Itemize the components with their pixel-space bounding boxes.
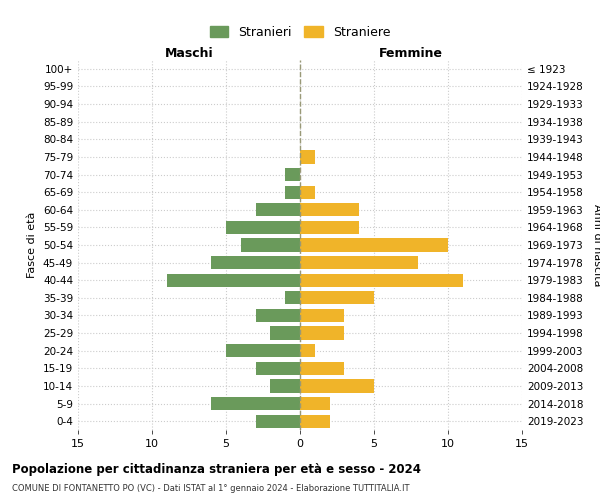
Legend: Stranieri, Straniere: Stranieri, Straniere [206, 22, 394, 42]
Text: Maschi: Maschi [164, 47, 214, 60]
Bar [211, 256, 300, 269]
Bar [300, 150, 315, 164]
Bar [300, 380, 374, 392]
Text: Femmine: Femmine [379, 47, 443, 60]
Y-axis label: Anni di nascita: Anni di nascita [592, 204, 600, 286]
Bar [271, 326, 300, 340]
Bar [300, 203, 359, 216]
Bar [285, 186, 300, 198]
Bar [300, 256, 418, 269]
Bar [256, 203, 300, 216]
Bar [211, 397, 300, 410]
Bar [285, 168, 300, 181]
Bar [167, 274, 300, 287]
Text: Popolazione per cittadinanza straniera per età e sesso - 2024: Popolazione per cittadinanza straniera p… [12, 462, 421, 475]
Bar [256, 309, 300, 322]
Y-axis label: Fasce di età: Fasce di età [28, 212, 37, 278]
Bar [271, 380, 300, 392]
Bar [226, 344, 300, 358]
Bar [241, 238, 300, 252]
Bar [256, 362, 300, 375]
Bar [256, 414, 300, 428]
Bar [300, 344, 315, 358]
Bar [300, 362, 344, 375]
Bar [300, 414, 329, 428]
Bar [300, 221, 359, 234]
Bar [300, 309, 344, 322]
Bar [300, 397, 329, 410]
Bar [300, 274, 463, 287]
Bar [300, 326, 344, 340]
Bar [300, 186, 315, 198]
Bar [226, 221, 300, 234]
Bar [300, 291, 374, 304]
Text: COMUNE DI FONTANETTO PO (VC) - Dati ISTAT al 1° gennaio 2024 - Elaborazione TUTT: COMUNE DI FONTANETTO PO (VC) - Dati ISTA… [12, 484, 409, 493]
Bar [285, 291, 300, 304]
Bar [300, 238, 448, 252]
